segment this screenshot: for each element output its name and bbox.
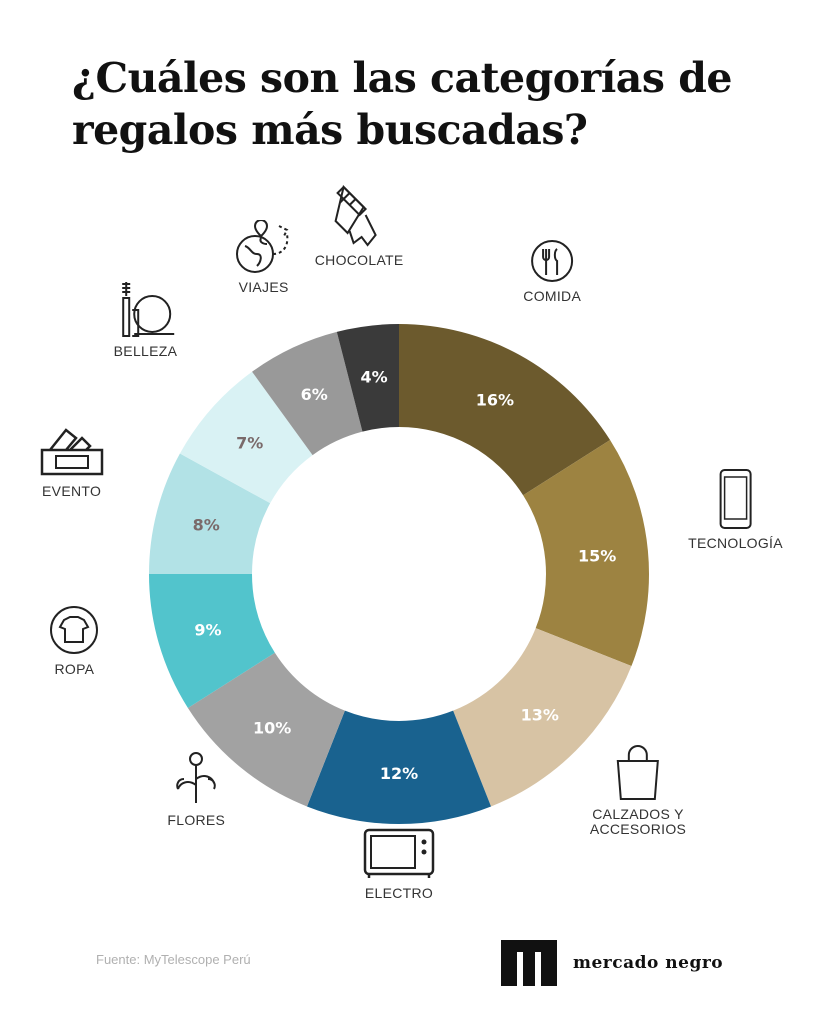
category-name: COMIDA xyxy=(523,288,582,305)
category-label: COMIDA xyxy=(523,239,581,304)
category-label: BELLEZA xyxy=(114,280,178,359)
category-name: ROPA xyxy=(54,661,95,678)
donut-slice-0 xyxy=(399,324,611,496)
category-name: TECNOLOGÍA xyxy=(688,535,783,552)
category-name: CHOCOLATE xyxy=(314,251,404,268)
donut-slice-1 xyxy=(523,440,649,667)
shopping-bag-icon xyxy=(616,745,660,800)
donut-slice-5 xyxy=(149,574,275,708)
category-label: FLORES xyxy=(166,749,226,828)
donut-slice-2 xyxy=(453,628,632,807)
slice-value-label: 13% xyxy=(521,706,559,725)
slice-value-label: 6% xyxy=(301,385,328,404)
slice-value-label: 12% xyxy=(380,764,418,783)
category-name: FLORES xyxy=(167,812,226,829)
mirror-makeup-icon xyxy=(122,282,175,338)
slice-value-label: 16% xyxy=(476,391,514,410)
slice-value-label: 4% xyxy=(360,368,387,387)
smartphone-icon xyxy=(719,469,752,530)
category-label: CALZADOS Y ACCESORIOS xyxy=(590,743,686,837)
donut-slice-8 xyxy=(252,331,363,456)
fork-knife-icon xyxy=(531,240,574,283)
category-label: ROPA xyxy=(48,604,100,677)
category-label: VIAJES xyxy=(235,220,293,295)
flowers-icon xyxy=(176,752,217,804)
category-label: EVENTO xyxy=(40,426,104,499)
chart-title: ¿Cuáles son las categorías de regalos má… xyxy=(72,54,732,154)
category-name: BELLEZA xyxy=(113,343,178,360)
category-label: CHOCOLATE xyxy=(314,184,404,268)
donut-slice-6 xyxy=(149,453,271,574)
tshirt-icon xyxy=(50,606,99,655)
slice-value-label: 7% xyxy=(236,433,263,452)
slice-value-label: 8% xyxy=(193,516,220,535)
category-name: VIAJES xyxy=(238,279,289,296)
donut-slice-4 xyxy=(187,652,345,807)
category-name: EVENTO xyxy=(42,482,102,499)
brand-name: mercado negro xyxy=(573,953,724,973)
ticket-icon xyxy=(40,428,103,476)
category-label: ELECTRO xyxy=(363,826,435,901)
donut-slice-3 xyxy=(306,710,492,824)
source-note: Fuente: MyTelescope Perú xyxy=(96,952,251,967)
globe-plane-icon xyxy=(235,220,288,274)
microwave-icon xyxy=(363,828,435,878)
category-name: CALZADOS Y ACCESORIOS xyxy=(589,806,687,837)
category-label: TECNOLOGÍA xyxy=(688,468,783,551)
slice-value-label: 10% xyxy=(253,718,291,737)
donut-slice-9 xyxy=(336,324,399,432)
donut-slice-7 xyxy=(179,371,313,504)
slice-value-label: 9% xyxy=(194,621,221,640)
chocolate-bar-icon xyxy=(334,184,377,247)
category-name: ELECTRO xyxy=(364,885,434,901)
brand-logo: mercado negro xyxy=(501,940,723,986)
slice-value-label: 15% xyxy=(578,546,616,565)
mercado-negro-logo-icon xyxy=(501,940,557,986)
